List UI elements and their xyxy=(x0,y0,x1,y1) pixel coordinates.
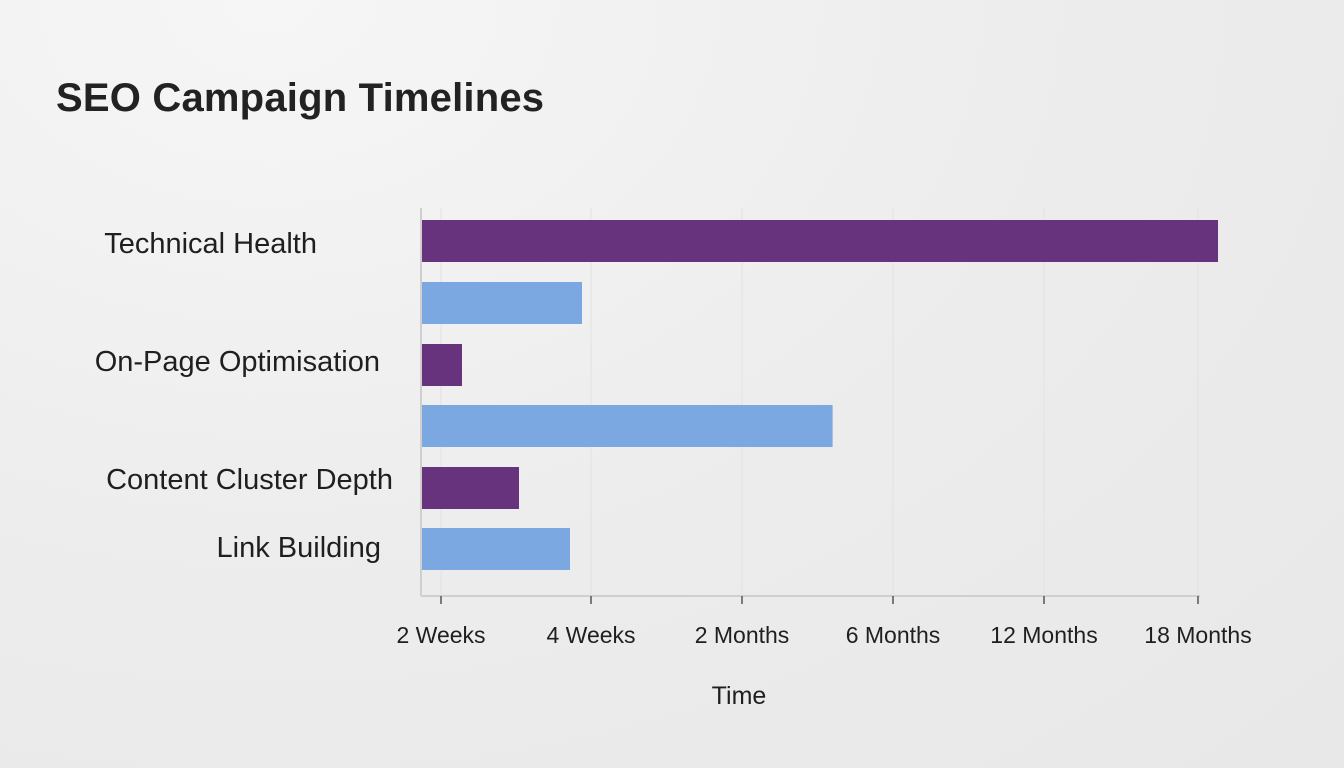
bar xyxy=(422,467,519,509)
category-label: Link Building xyxy=(217,532,381,564)
x-tick-label: 18 Months xyxy=(1144,622,1251,648)
category-label: Content Cluster Depth xyxy=(106,464,393,496)
x-tick-label: 4 Weeks xyxy=(546,622,635,648)
category-label: On-Page Optimisation xyxy=(95,346,380,378)
x-tick-label: 6 Months xyxy=(846,622,941,648)
x-tick-label: 2 Weeks xyxy=(396,622,485,648)
bar xyxy=(422,282,582,324)
x-tick-label: 12 Months xyxy=(990,622,1097,648)
bar xyxy=(422,528,570,570)
bar xyxy=(422,344,462,386)
x-tick-label: 2 Months xyxy=(695,622,790,648)
chart-title: SEO Campaign Timelines xyxy=(56,76,545,120)
category-label: Technical Health xyxy=(104,228,317,260)
bar xyxy=(422,220,1219,262)
bar xyxy=(422,405,833,447)
x-axis-title: Time xyxy=(712,682,767,710)
